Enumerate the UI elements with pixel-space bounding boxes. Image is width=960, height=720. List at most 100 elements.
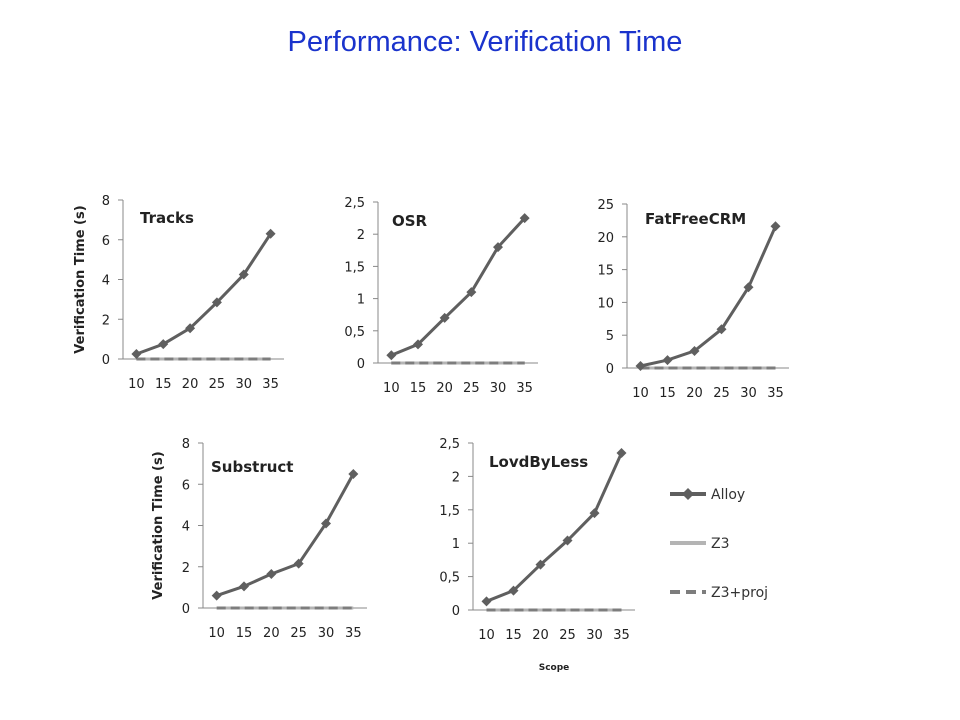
chart-3: 0 2 4 6 8 10 15 20 25 30 35 Substruct Verification T… — [151, 437, 367, 641]
x-tick-label: 35 — [345, 626, 362, 641]
y-tick-label: 0 — [357, 357, 365, 372]
x-tick-label: 30 — [490, 381, 507, 396]
x-tick-label: 30 — [318, 626, 335, 641]
y-tick-label: 6 — [182, 478, 190, 493]
data-point-alloy — [635, 361, 646, 372]
data-point-alloy — [662, 355, 673, 366]
data-point-alloy — [238, 269, 249, 280]
y-tick-label: 5 — [606, 329, 614, 344]
data-point-alloy — [508, 585, 519, 596]
data-point-alloy — [131, 349, 142, 360]
series-line-alloy — [485, 452, 623, 603]
x-tick-label: 35 — [767, 386, 784, 401]
x-tick-label: 20 — [436, 381, 453, 396]
y-tick-label: 1,5 — [344, 260, 365, 275]
legend-marker-alloy — [682, 488, 694, 500]
y-tick-label: 0 — [452, 604, 460, 619]
chart-title: LovdByLess — [489, 453, 588, 471]
y-tick-label: 8 — [182, 437, 190, 452]
data-point-alloy — [185, 323, 196, 334]
chart-title: Tracks — [140, 209, 194, 227]
x-tick-label: 20 — [532, 628, 549, 643]
data-point-alloy — [743, 282, 754, 293]
y-tick-label: 2 — [182, 561, 190, 576]
y-tick-label: 4 — [182, 520, 190, 535]
x-tick-label: 15 — [659, 386, 676, 401]
y-tick-label: 0,5 — [439, 571, 460, 586]
x-tick-label: 35 — [516, 381, 533, 396]
data-point-alloy — [321, 518, 331, 529]
data-point-alloy — [770, 221, 781, 232]
x-tick-label: 15 — [410, 381, 427, 396]
y-tick-label: 25 — [597, 198, 614, 213]
data-point-alloy — [158, 339, 169, 350]
x-tick-label: 15 — [155, 377, 172, 392]
data-point-alloy — [211, 590, 222, 601]
y-tick-label: 1 — [452, 537, 460, 552]
y-tick-label: 20 — [597, 231, 614, 246]
x-tick-label: 20 — [263, 626, 280, 641]
series-line-alloy — [390, 217, 526, 357]
chart-1: 0 0,5 1 1,5 2 2,5 10 15 20 25 30 35 OSR — [344, 196, 538, 396]
x-tick-label: 20 — [182, 377, 199, 392]
data-point-alloy — [265, 228, 276, 239]
y-tick-label: 1 — [357, 293, 365, 308]
x-tick-label: 25 — [209, 377, 226, 392]
y-tick-label: 1,5 — [439, 504, 460, 519]
chart-title: OSR — [392, 212, 428, 230]
data-point-alloy — [535, 559, 546, 570]
y-tick-label: 6 — [102, 234, 110, 249]
data-point-alloy — [616, 448, 627, 459]
series-line-alloy — [216, 473, 355, 598]
y-tick-label: 8 — [102, 194, 110, 209]
slide-title: Performance: Verification Time — [287, 26, 683, 58]
x-tick-label: 10 — [208, 626, 225, 641]
legend-label-z3-proj: Z3+proj — [711, 585, 768, 601]
data-point-alloy — [519, 213, 530, 224]
data-point-alloy — [493, 242, 503, 253]
x-tick-label: 10 — [128, 377, 145, 392]
chart-0: 0 2 4 6 8 10 15 20 25 30 35 Tracks Verification Time… — [73, 194, 284, 392]
x-tick-label: 35 — [262, 377, 279, 392]
x-tick-label: 35 — [613, 628, 630, 643]
y-tick-label: 0 — [182, 602, 190, 617]
data-point-alloy — [689, 345, 700, 356]
x-tick-label: 30 — [235, 377, 252, 392]
x-tick-label: 10 — [632, 386, 649, 401]
legend: Alloy Z3 Z3+proj — [670, 487, 768, 601]
data-point-alloy — [348, 468, 359, 479]
y-axis-label: Verification Time (s) — [73, 205, 88, 353]
data-point-alloy — [439, 312, 450, 323]
y-tick-label: 0 — [606, 362, 614, 377]
y-tick-label: 0,5 — [344, 325, 365, 340]
y-tick-label: 2 — [452, 470, 460, 485]
data-point-alloy — [386, 350, 397, 361]
data-point-alloy — [562, 535, 573, 546]
x-tick-label: 20 — [686, 386, 703, 401]
y-tick-label: 10 — [597, 296, 614, 311]
x-tick-label: 25 — [559, 628, 576, 643]
data-point-alloy — [466, 287, 477, 298]
x-tick-label: 25 — [290, 626, 307, 641]
y-tick-label: 4 — [102, 274, 110, 289]
chart-title: Substruct — [211, 458, 293, 476]
x-tick-label: 25 — [713, 386, 730, 401]
series-line-alloy — [135, 232, 272, 356]
y-tick-label: 15 — [597, 264, 614, 279]
y-axis-label: Verification Time (s) — [151, 451, 166, 599]
data-point-alloy — [211, 297, 222, 308]
x-tick-label: 15 — [505, 628, 522, 643]
chart-4: 0 0,5 1 1,5 2 2,5 10 15 20 25 30 35 LovdByLess Scope — [439, 437, 635, 673]
chart-2: 0 5 10 15 20 25 10 15 20 25 30 35 FatFreeCRM — [597, 198, 789, 401]
data-point-alloy — [293, 558, 304, 569]
data-point-alloy — [239, 581, 249, 592]
series-line-alloy — [640, 225, 777, 368]
legend-label-z3: Z3 — [711, 536, 730, 552]
data-point-alloy — [413, 339, 423, 350]
x-tick-label: 30 — [586, 628, 603, 643]
chart-title: FatFreeCRM — [645, 210, 746, 228]
x-tick-label: 10 — [383, 381, 400, 396]
y-tick-label: 2 — [357, 228, 365, 243]
y-tick-label: 2,5 — [439, 437, 460, 452]
